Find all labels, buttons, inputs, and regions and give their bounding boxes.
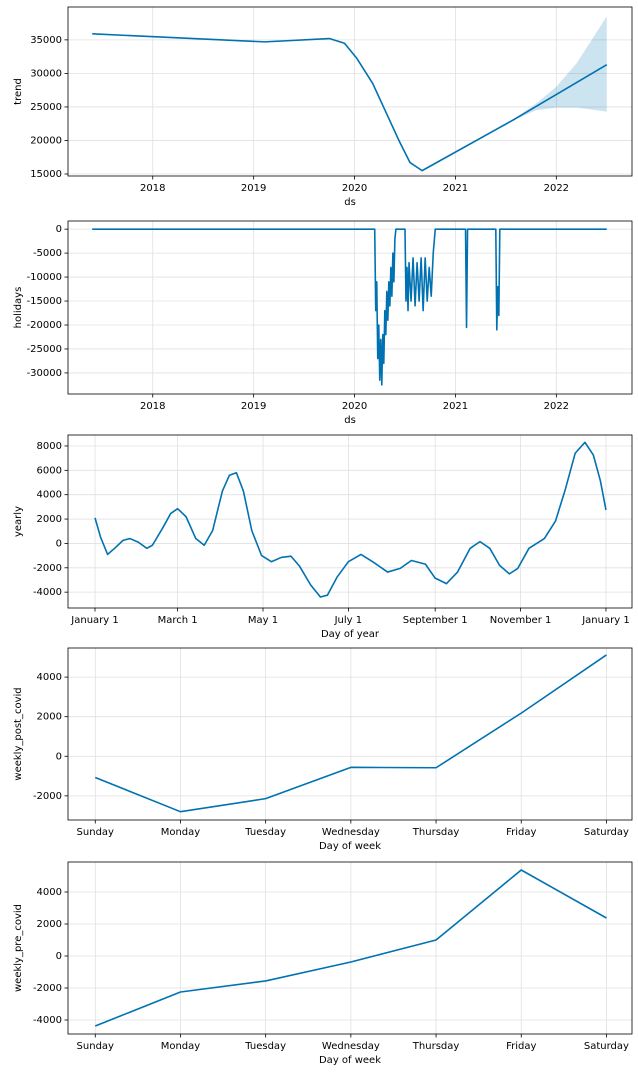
x-tick-label: Tuesday — [244, 1041, 286, 1052]
x-tick-label: Saturday — [584, 1041, 629, 1052]
series-line — [92, 228, 607, 386]
y-tick-label: -10000 — [27, 272, 62, 283]
series-line — [94, 441, 607, 598]
y-axis-label: holidays — [13, 287, 24, 329]
y-tick-label: 6000 — [37, 465, 62, 476]
series-line — [94, 654, 607, 813]
x-tick-label: Monday — [161, 827, 201, 838]
x-tick-label: May 1 — [248, 615, 278, 626]
x-tick-label: 2019 — [241, 183, 266, 194]
plot-frame — [67, 6, 633, 177]
x-tick-label: Wednesday — [322, 827, 380, 838]
chart-panel: -4000 -2000 0 2000 4000 Sunday Monday Tuesday We… — [13, 861, 633, 1066]
x-axis-label: Day of week — [319, 1055, 381, 1066]
y-tick-label: 35000 — [30, 35, 62, 46]
x-axis-label: ds — [344, 415, 356, 426]
x-tick-label: Sunday — [77, 827, 114, 838]
y-tick-label: 4000 — [37, 672, 62, 683]
plot-frame — [67, 220, 633, 395]
x-tick-label: 2022 — [544, 183, 569, 194]
y-tick-label: 2000 — [37, 919, 62, 930]
x-tick-label: January 1 — [581, 615, 629, 626]
x-tick-label: January 1 — [70, 615, 118, 626]
y-axis-label: weekly_post_covid — [13, 687, 24, 780]
x-tick-label: 2018 — [140, 401, 165, 412]
x-tick-label: Friday — [506, 827, 536, 838]
y-tick-label: 0 — [56, 538, 62, 549]
x-tick-label: 2018 — [140, 183, 165, 194]
x-tick-label: Friday — [506, 1041, 536, 1052]
y-tick-label: 0 — [56, 751, 62, 762]
y-axis-label: yearly — [13, 506, 24, 537]
y-tick-label: 4000 — [37, 887, 62, 898]
y-axis-label: trend — [13, 78, 24, 105]
y-tick-label: -30000 — [27, 368, 62, 379]
x-tick-label: Wednesday — [322, 1041, 380, 1052]
x-axis-label: Day of year — [321, 629, 380, 640]
series-line — [94, 869, 607, 1027]
x-tick-label: September 1 — [403, 615, 468, 626]
x-tick-label: 2021 — [443, 401, 468, 412]
x-tick-label: Tuesday — [244, 827, 286, 838]
y-tick-label: 0 — [56, 951, 62, 962]
chart-panel: -30000 -25000 -20000 -15000 -10000 -5000 0 2018… — [13, 220, 633, 426]
y-tick-label: 15000 — [30, 169, 62, 180]
chart-panel: -4000 -2000 0 2000 4000 6000 8000 January 1 Marc… — [13, 434, 633, 640]
y-tick-label: 25000 — [30, 102, 62, 113]
series-line — [92, 33, 608, 172]
y-tick-label: 8000 — [37, 441, 62, 452]
x-tick-label: 2020 — [342, 183, 367, 194]
y-tick-label: 30000 — [30, 68, 62, 79]
plot-frame — [67, 647, 633, 821]
x-tick-label: Thursday — [412, 1041, 460, 1052]
y-tick-label: -15000 — [27, 296, 62, 307]
chart-panel: 15000 20000 25000 30000 35000 2018 2019 2020 202… — [13, 6, 633, 208]
y-tick-label: -2000 — [33, 791, 62, 802]
x-tick-label: July 1 — [334, 615, 363, 626]
x-tick-label: Thursday — [412, 827, 460, 838]
y-tick-label: -4000 — [33, 1015, 62, 1026]
x-axis-label: ds — [344, 197, 356, 208]
y-tick-label: -25000 — [27, 344, 62, 355]
y-tick-label: 0 — [56, 224, 62, 235]
x-tick-label: Monday — [161, 1041, 201, 1052]
y-axis-label: weekly_pre_covid — [13, 904, 24, 992]
x-tick-label: Sunday — [77, 1041, 114, 1052]
x-tick-label: Saturday — [584, 827, 629, 838]
plot-frame — [67, 861, 633, 1035]
y-tick-label: -2000 — [33, 563, 62, 574]
x-tick-label: 2020 — [342, 401, 367, 412]
y-tick-label: 20000 — [30, 135, 62, 146]
y-tick-label: 4000 — [37, 490, 62, 501]
uncertainty-band — [514, 16, 607, 120]
y-tick-label: 2000 — [37, 712, 62, 723]
chart-panel: -2000 0 2000 4000 Sunday Monday Tuesday Wednesd… — [13, 647, 633, 852]
x-tick-label: 2019 — [241, 401, 266, 412]
plot-frame — [67, 434, 633, 609]
y-tick-label: 2000 — [37, 514, 62, 525]
y-tick-label: -20000 — [27, 320, 62, 331]
x-tick-label: November 1 — [490, 615, 552, 626]
x-tick-label: March 1 — [158, 615, 198, 626]
x-axis-label: Day of week — [319, 841, 381, 852]
y-tick-label: -5000 — [33, 248, 62, 259]
x-tick-label: 2021 — [443, 183, 468, 194]
y-tick-label: -4000 — [33, 587, 62, 598]
x-tick-label: 2022 — [544, 401, 569, 412]
y-tick-label: -2000 — [33, 983, 62, 994]
